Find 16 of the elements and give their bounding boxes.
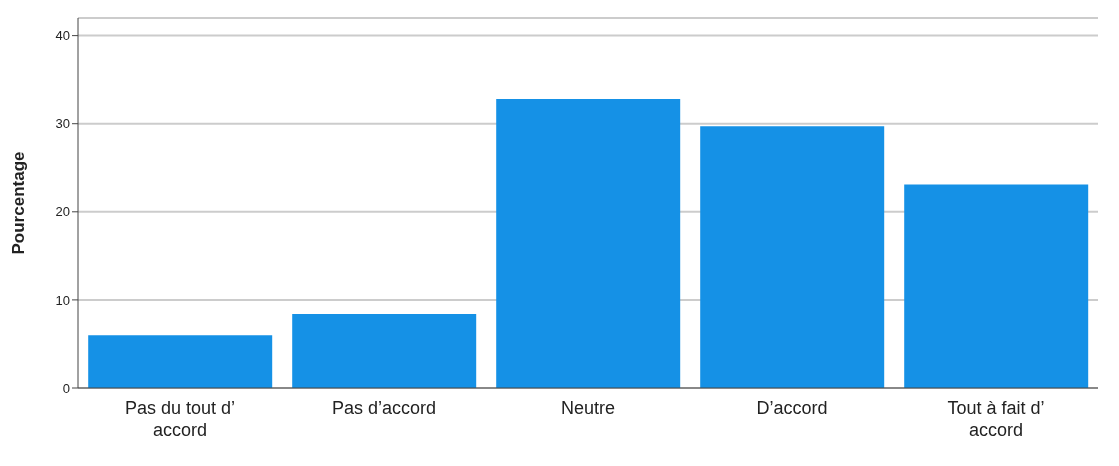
- bar: [700, 126, 885, 388]
- y-tick-label: 0: [62, 380, 70, 396]
- x-tick-label: Neutre: [560, 398, 616, 418]
- y-tick-label: 10: [55, 292, 70, 308]
- bar: [904, 184, 1089, 388]
- y-tick-label: 30: [55, 116, 70, 132]
- y-axis-title: Pourcentage: [9, 151, 29, 255]
- x-tick-label: Tout à fait d’ accord: [947, 398, 1045, 440]
- bar: [88, 335, 273, 388]
- y-tick-label: 20: [55, 204, 70, 220]
- y-tick-label: 40: [55, 28, 70, 44]
- bar: [292, 314, 477, 388]
- x-tick-label: Pas d’accord: [331, 398, 437, 418]
- x-tick-label: Pas du tout d’ accord: [124, 398, 236, 440]
- x-tick-label: D’accord: [756, 398, 828, 418]
- bar: [496, 99, 681, 388]
